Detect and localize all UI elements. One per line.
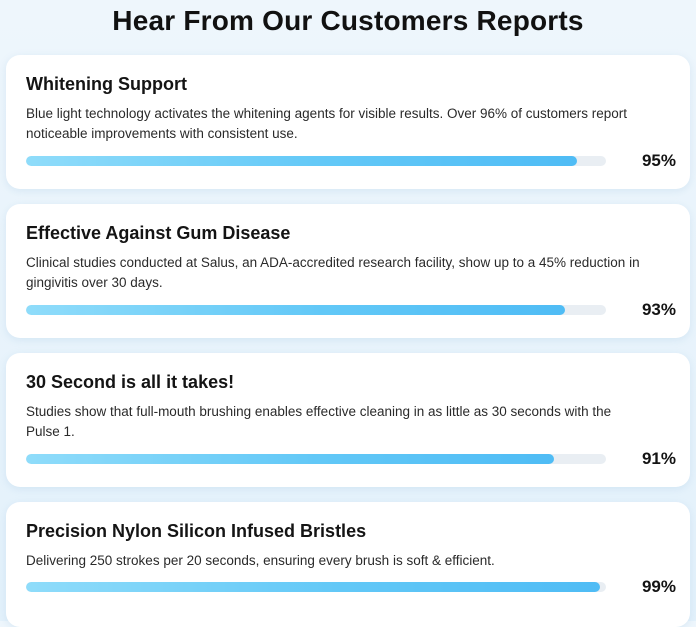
progress-track (26, 305, 606, 315)
report-card-gum-disease: Effective Against Gum Disease Clinical s… (6, 204, 690, 338)
card-title: 30 Second is all it takes! (26, 372, 235, 392)
card-description: Blue light technology activates the whit… (26, 106, 628, 141)
card-title: Effective Against Gum Disease (26, 223, 291, 243)
progress-percent: 95% (641, 151, 676, 170)
progress-fill (26, 305, 566, 315)
progress-track (26, 156, 606, 166)
card-title: Precision Nylon Silicon Infused Bristles (26, 521, 367, 541)
report-card-30-second: 30 Second is all it takes! Studies show … (6, 353, 690, 487)
progress-percent: 99% (641, 577, 676, 596)
card-title: Whitening Support (26, 74, 187, 94)
card-description: Clinical studies conducted at Salus, an … (26, 255, 640, 290)
card-description: Studies show that full-mouth brushing en… (26, 404, 612, 439)
progress-track (26, 454, 606, 464)
page-title: Hear From Our Customers Reports (112, 5, 584, 36)
progress-fill (26, 156, 577, 166)
progress-fill (26, 582, 601, 592)
progress-percent: 91% (641, 449, 676, 468)
progress-track (26, 582, 606, 592)
report-card-bristles: Precision Nylon Silicon Infused Bristles… (6, 502, 690, 627)
report-card-whitening: Whitening Support Blue light technology … (6, 55, 690, 189)
card-description: Delivering 250 strokes per 20 seconds, e… (26, 553, 495, 568)
progress-percent: 93% (641, 300, 676, 319)
progress-fill (26, 454, 554, 464)
